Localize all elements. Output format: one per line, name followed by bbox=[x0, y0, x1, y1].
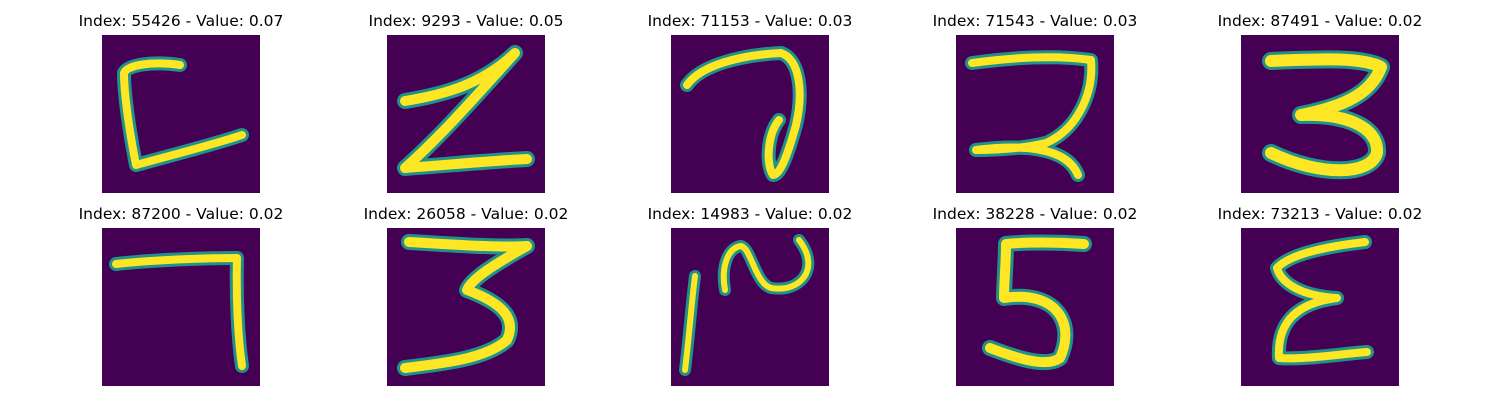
digit-image bbox=[671, 228, 829, 386]
digit-image bbox=[387, 228, 545, 386]
digit-image bbox=[102, 228, 260, 386]
panel-title: Index: 14983 - Value: 0.02 bbox=[647, 205, 853, 223]
digit-image bbox=[102, 35, 260, 193]
digit-image bbox=[387, 35, 545, 193]
digit-image bbox=[671, 35, 829, 193]
digit-image bbox=[956, 228, 1114, 386]
panel-title: Index: 71543 - Value: 0.03 bbox=[932, 12, 1138, 30]
panel-title: Index: 38228 - Value: 0.02 bbox=[932, 205, 1138, 223]
panel-title: Index: 71153 - Value: 0.03 bbox=[647, 12, 853, 30]
panel-title: Index: 9293 - Value: 0.05 bbox=[368, 12, 564, 30]
digit-image bbox=[1241, 35, 1399, 193]
panel-title: Index: 55426 - Value: 0.07 bbox=[78, 12, 284, 30]
panel-title: Index: 26058 - Value: 0.02 bbox=[363, 205, 569, 223]
panel-title: Index: 87200 - Value: 0.02 bbox=[78, 205, 284, 223]
panel-title: Index: 73213 - Value: 0.02 bbox=[1217, 205, 1423, 223]
digit-image bbox=[956, 35, 1114, 193]
panel-title: Index: 87491 - Value: 0.02 bbox=[1217, 12, 1423, 30]
digit-image bbox=[1241, 228, 1399, 386]
